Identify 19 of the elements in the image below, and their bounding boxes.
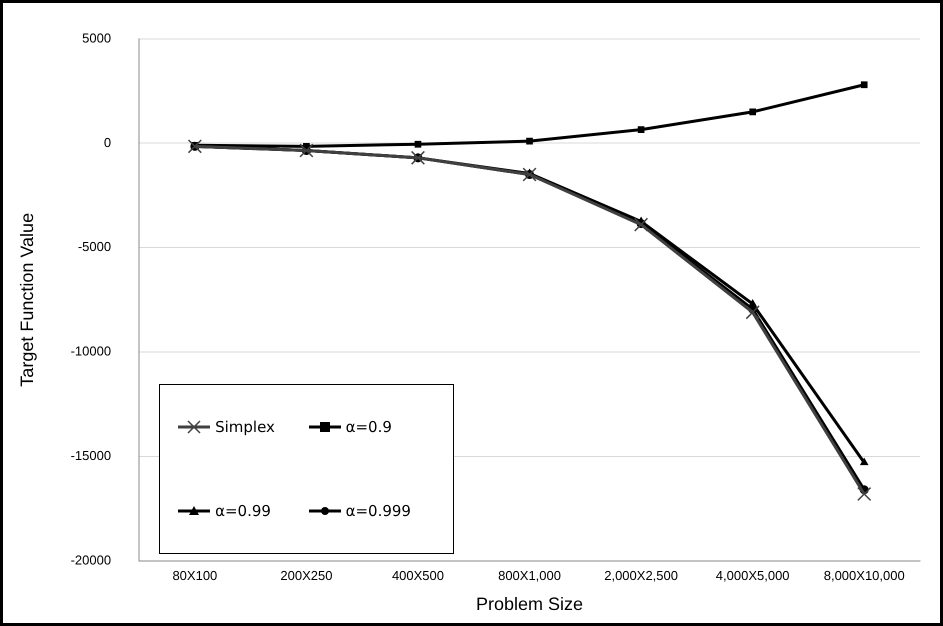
x-axis-title: Problem Size [476,594,584,614]
x-tick-label: 4,000X5,000 [716,568,790,584]
y-tick-label: -15000 [70,448,112,463]
x-tick-label: 800X1,000 [498,568,561,584]
y-tick-label: 5000 [82,30,112,46]
legend-label: α=0.999 [346,502,411,520]
y-tick-label: -5000 [78,239,112,254]
y-tick-label: 0 [104,134,112,150]
y-tick-label: -20000 [70,552,112,568]
y-axis-title: Target Function Value [16,212,37,387]
legend-label: α=0.9 [346,418,392,436]
x-tick-label: 2,000X2,500 [604,568,678,584]
x-tick-label: 80X100 [172,568,218,584]
x-tick-label: 8,000X10,000 [824,568,905,584]
legend-label: Simplex [215,418,275,436]
y-tick-label: -10000 [70,344,112,359]
x-tick-label: 400X500 [392,568,444,584]
legend-label: α=0.99 [215,502,271,520]
x-tick-label: 200X250 [280,568,332,584]
